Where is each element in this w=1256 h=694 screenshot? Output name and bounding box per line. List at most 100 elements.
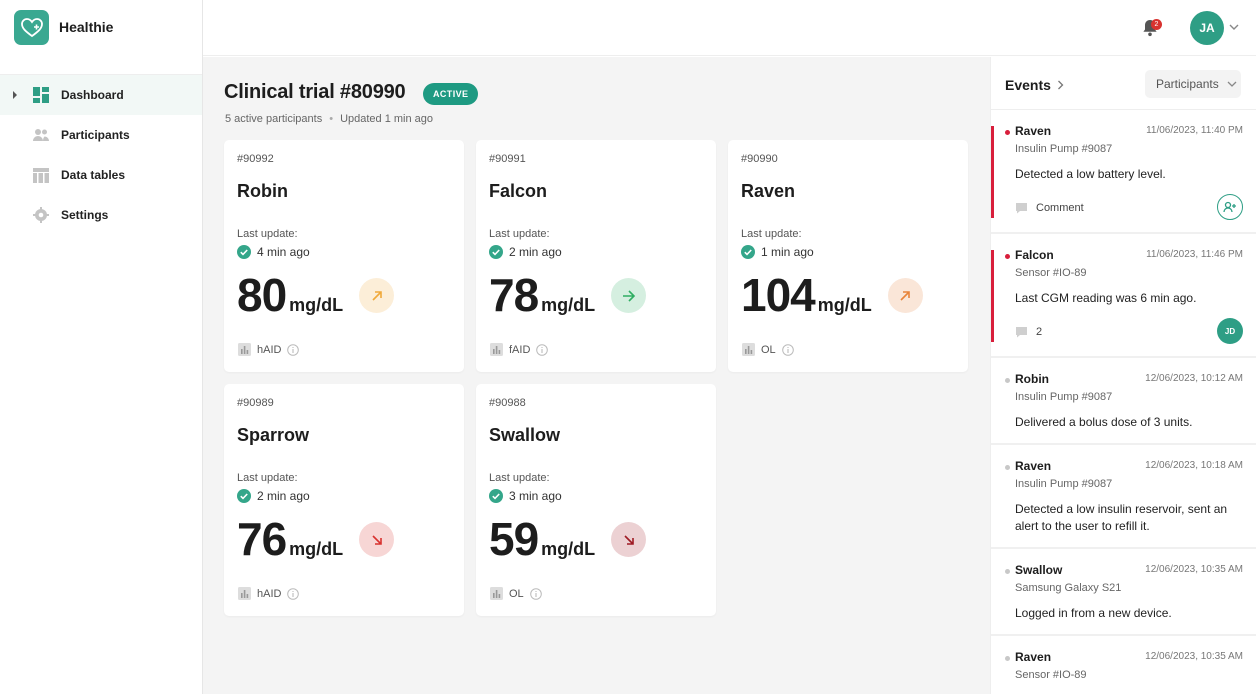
nav-label: Dashboard [61,88,124,102]
event-device: Samsung Galaxy S21 [1015,582,1122,594]
events-header[interactable]: Events [1005,77,1064,93]
notifications[interactable]: 2 [1141,18,1162,38]
info-icon [536,343,549,356]
last-update: 1 min ago [741,245,814,259]
check-icon [489,489,503,503]
logo[interactable] [14,10,49,45]
trend-arrow [622,289,635,302]
nav-item[interactable]: Participants [0,115,202,155]
nav-item[interactable]: Data tables [0,155,202,195]
reading-value: 59 [489,513,539,565]
status-dot [1005,569,1010,574]
event-time: 11/06/2023, 11:46 PM [1146,249,1243,260]
participant-card[interactable]: #90988 Swallow Last update: 3 min ago 59 mg/d… [476,384,716,616]
assign-button[interactable] [1217,194,1243,220]
status-dot [1005,656,1010,661]
unread-bar [991,126,994,218]
last-update: 2 min ago [489,245,562,259]
last-update-label: Last update: [237,228,298,240]
active-caret [13,91,17,99]
info-icon [781,343,794,356]
participants-icon [33,129,49,141]
event-device: Insulin Pump #9087 [1015,478,1113,490]
last-update-label: Last update: [489,228,550,240]
event[interactable]: Falcon 11/06/2023, 11:46 PM Sensor #IO-89 L… [991,234,1256,358]
status-dot [1005,130,1010,135]
trend-indicator [887,278,923,313]
event-participant: Robin [1015,372,1049,386]
event-time: 12/06/2023, 10:35 AM [1145,564,1243,575]
avatar-chevron[interactable] [1229,24,1239,31]
event[interactable]: Raven 11/06/2023, 11:40 PM Insulin Pump #9… [991,110,1256,234]
reading: 78 mg/dL [489,268,595,322]
participant-name: Robin [237,181,288,201]
nav-label: Settings [61,208,109,222]
events-filter[interactable]: Participants [1145,70,1241,98]
mode: fAID [490,343,549,356]
participant-id: #90992 [237,153,274,165]
chart-icon [238,343,251,356]
events-list: Raven 11/06/2023, 11:40 PM Insulin Pump #9… [991,109,1256,694]
trial-title: Clinical trial #80990 [224,81,406,103]
mode: OL [742,343,794,356]
mode-label: fAID [509,343,531,356]
chart-icon [742,343,755,356]
reading-value: 78 [489,269,539,321]
mode-label: OL [761,343,776,356]
comments[interactable]: Comment [1015,196,1243,220]
participants-count: 5 active participants [225,113,323,125]
separator: • [329,113,334,125]
trend-indicator [611,278,647,313]
avatar[interactable]: JA [1190,11,1224,45]
reading-unit: mg/dL [289,539,344,559]
status-dot [1005,465,1010,470]
participant-card[interactable]: #90991 Falcon Last update: 2 min ago 78 mg/dL… [476,140,716,372]
reading: 59 mg/dL [489,512,595,566]
participant-card[interactable]: #90990 Raven Last update: 1 min ago 104 mg/dL… [728,140,968,372]
last-update: 4 min ago [237,245,310,259]
chart-icon [490,343,503,356]
chart-icon [490,587,503,600]
check-icon [237,489,251,503]
participant-card[interactable]: #90992 Robin Last update: 4 min ago 80 mg/dL h… [224,140,464,372]
event-text: Last CGM reading was 6 min ago. [1015,291,1197,305]
nav-item[interactable]: Settings [0,195,202,235]
reading-value: 76 [237,513,287,565]
comments[interactable]: 2 [1015,320,1243,344]
chevron [1227,81,1237,87]
trend-arrow [372,534,382,545]
nav-item[interactable]: Dashboard [0,75,202,115]
event-device: Insulin Pump #9087 [1015,143,1113,155]
trend-arrow [624,534,634,545]
last-update-time: 1 min ago [761,245,814,259]
events-panel: Events Participants Raven 11/06/2023, 11:… [990,57,1256,694]
last-update: 2 min ago [237,489,310,503]
assignee-avatar[interactable]: JD [1217,318,1243,344]
status-badge: ACTIVE [423,83,479,105]
event[interactable]: Robin 12/06/2023, 10:12 AM Insulin Pump #9… [991,358,1256,445]
mode-label: OL [509,587,524,600]
check-icon [741,245,755,259]
chevron [1057,80,1064,90]
event-time: 12/06/2023, 10:35 AM [1145,651,1243,662]
event[interactable]: Swallow 12/06/2023, 10:35 AM Samsung Galax… [991,549,1256,636]
updated: Updated 1 min ago [340,113,434,125]
info-icon [287,587,300,600]
trend-indicator [611,522,647,557]
participant-id: #90989 [237,397,274,409]
mode-label: hAID [257,343,282,356]
topbar: 2 JA [203,0,1256,56]
logo-icon [20,17,43,37]
last-update-label: Last update: [237,472,298,484]
event-participant: Raven [1015,650,1052,664]
last-update: 3 min ago [489,489,562,503]
last-update-label: Last update: [489,472,550,484]
reading: 104 mg/dL [741,268,872,322]
comment-icon [1016,327,1027,338]
nav-label: Data tables [61,168,126,182]
event[interactable]: Raven 12/06/2023, 10:18 AM Insulin Pump #9… [991,445,1256,549]
filter-label: Participants [1156,77,1219,91]
participant-card[interactable]: #90989 Sparrow Last update: 2 min ago 76 mg/d… [224,384,464,616]
event-time: 12/06/2023, 10:18 AM [1145,460,1243,471]
